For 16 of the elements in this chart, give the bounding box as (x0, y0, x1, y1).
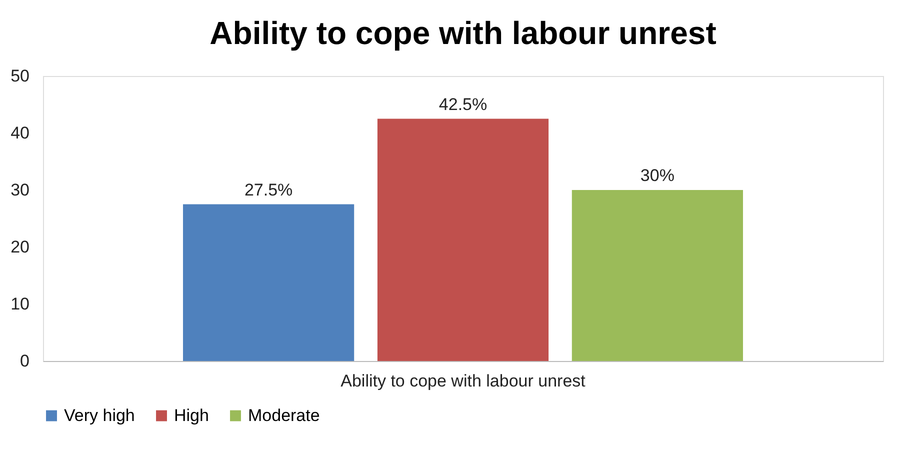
legend-label: Moderate (248, 406, 320, 425)
chart-title: Ability to cope with labour unrest (210, 15, 717, 51)
data-label: 27.5% (244, 180, 293, 200)
y-tick-label: 30 (10, 180, 30, 200)
y-tick-label: 40 (10, 124, 30, 142)
bar (572, 190, 743, 361)
y-tick-label: 20 (10, 238, 30, 256)
y-tick-label: 10 (10, 294, 30, 314)
data-label: 30% (640, 166, 674, 185)
bar (183, 204, 354, 361)
legend-label: Very high (64, 406, 135, 425)
data-label: 42.5% (438, 94, 488, 114)
bar (377, 118, 549, 361)
legend-label: High (174, 406, 209, 425)
y-tick-label: 50 (10, 66, 30, 86)
y-tick-label: 0 (20, 352, 30, 370)
